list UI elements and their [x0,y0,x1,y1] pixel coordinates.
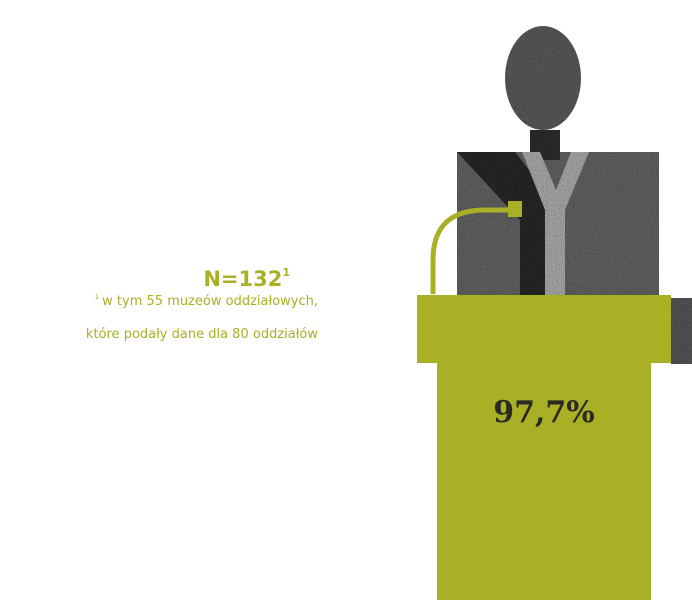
podium-base [437,362,651,600]
footnote-ref: 1 [282,266,290,279]
footnote-line: które podały dane dla 80 oddziałów [86,327,318,342]
collar [522,152,589,300]
table-edge [671,298,692,364]
footnote-text: w tym 55 muzeów oddziałowych, [102,294,318,309]
shirt-shadow [457,152,560,300]
person [457,26,692,364]
microphone [508,201,522,217]
sample-size: N=1321 [203,266,290,291]
footnote-mark: 1 [94,293,100,301]
footnote-text: które podały dane dla 80 oddziałów [85,327,318,342]
microphone-stand [430,207,512,294]
n-label: N=132 [203,267,283,291]
value-label: 97,7% [493,395,595,430]
podium-top [417,295,671,363]
head [505,26,581,130]
